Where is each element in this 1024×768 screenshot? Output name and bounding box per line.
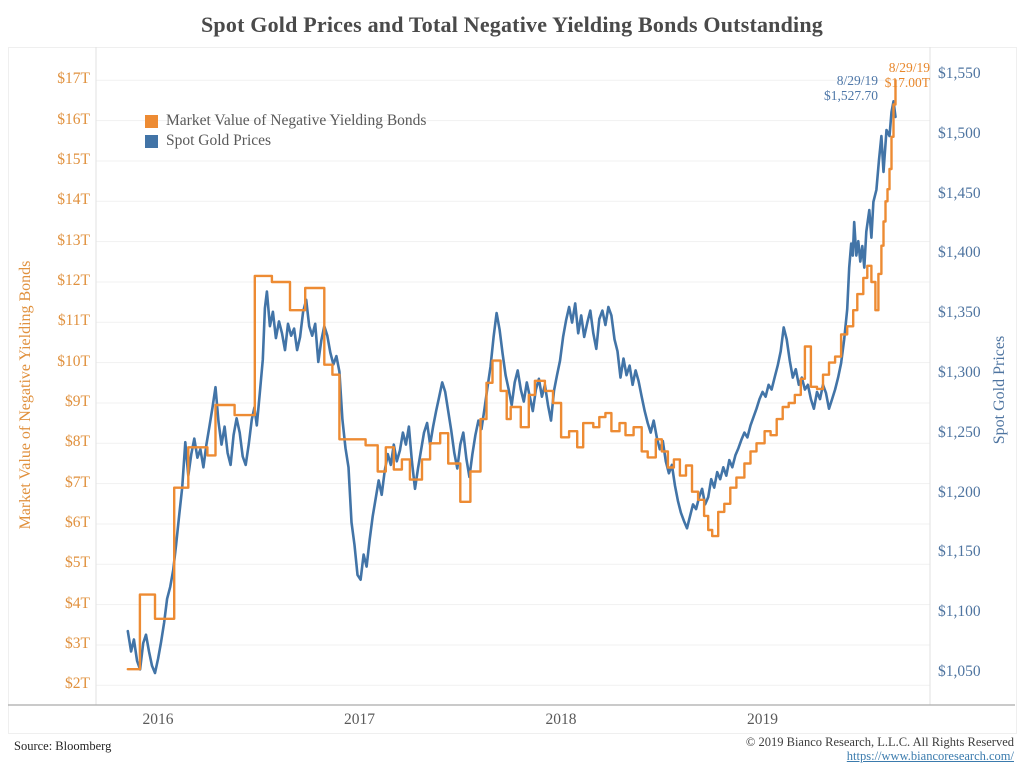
x-axis-year-label: 2018 bbox=[545, 711, 577, 728]
right-axis-tick-label: $1,450 bbox=[938, 184, 981, 202]
right-axis-tick-label: $1,500 bbox=[938, 124, 981, 142]
right-axis-tick-label: $1,100 bbox=[938, 603, 981, 621]
bonds-annotation-value: $17.00T bbox=[884, 75, 930, 90]
bonds-annotation-date: 8/29/19 bbox=[888, 60, 930, 75]
right-axis-tick-label: $1,150 bbox=[938, 543, 981, 561]
left-axis-tick-label: $6T bbox=[65, 513, 90, 531]
left-axis-tick-label: $3T bbox=[65, 634, 90, 652]
right-axis-tick-label: $1,250 bbox=[938, 423, 981, 441]
left-axis-tick-label: $15T bbox=[57, 150, 90, 168]
legend-label-bonds: Market Value of Negative Yielding Bonds bbox=[166, 112, 427, 129]
left-axis-tick-label: $2T bbox=[65, 675, 90, 693]
left-axis-tick-label: $4T bbox=[65, 594, 90, 612]
legend-item-gold: Spot Gold Prices bbox=[145, 131, 426, 151]
right-axis-tick-label: $1,050 bbox=[938, 663, 981, 680]
gold-legend-swatch-icon bbox=[145, 134, 158, 148]
right-axis-tick-label: $1,400 bbox=[938, 244, 981, 262]
right-axis-tick-label: $1,200 bbox=[938, 483, 981, 501]
left-axis-tick-label: $7T bbox=[65, 473, 90, 491]
left-axis-tick-label: $13T bbox=[57, 231, 90, 249]
gold-annotation-value: $1,527.70 bbox=[824, 88, 878, 103]
right-axis-tick-label: $1,550 bbox=[938, 65, 981, 82]
gold-annotation-date: 8/29/19 bbox=[836, 73, 878, 88]
page-title: Spot Gold Prices and Total Negative Yiel… bbox=[201, 12, 823, 37]
legend-item-bonds: Market Value of Negative Yielding Bonds bbox=[145, 111, 426, 131]
left-axis-tick-label: $10T bbox=[57, 352, 90, 370]
x-axis-year-label: 2016 bbox=[142, 711, 174, 728]
chart-outer-border bbox=[8, 47, 1017, 734]
right-axis-title: Spot Gold Prices bbox=[991, 335, 1008, 445]
left-axis-tick-label: $16T bbox=[57, 110, 90, 128]
left-axis-tick-label: $14T bbox=[57, 191, 90, 209]
legend-label-gold: Spot Gold Prices bbox=[166, 132, 272, 149]
x-axis-year-label: 2019 bbox=[747, 711, 779, 728]
copyright-text: © 2019 Bianco Research, L.L.C. All Right… bbox=[745, 735, 1014, 749]
bonds-peak-annotation: 8/29/19 $17.00T bbox=[790, 60, 930, 90]
right-axis-tick-label: $1,350 bbox=[938, 304, 981, 322]
footer-copyright-block: © 2019 Bianco Research, L.L.C. All Right… bbox=[584, 735, 1014, 763]
x-axis-year-label: 2017 bbox=[344, 711, 376, 728]
left-axis-tick-label: $5T bbox=[65, 554, 90, 572]
chart-legend: Market Value of Negative Yielding Bonds … bbox=[145, 111, 426, 151]
bonds-legend-swatch-icon bbox=[145, 114, 158, 128]
left-axis-tick-label: $12T bbox=[57, 271, 90, 289]
left-axis-tick-label: $17T bbox=[57, 70, 90, 88]
source-note: Source: Bloomberg bbox=[14, 739, 112, 753]
left-axis-tick-label: $9T bbox=[65, 392, 90, 410]
biancoresearch-link[interactable]: https://www.biancoresearch.com/ bbox=[846, 749, 1014, 763]
gold-peak-annotation: 8/29/19 $1,527.70 bbox=[730, 73, 878, 103]
left-axis-tick-label: $8T bbox=[65, 433, 90, 451]
left-axis-tick-label: $11T bbox=[57, 312, 90, 330]
right-axis-tick-label: $1,300 bbox=[938, 364, 981, 381]
